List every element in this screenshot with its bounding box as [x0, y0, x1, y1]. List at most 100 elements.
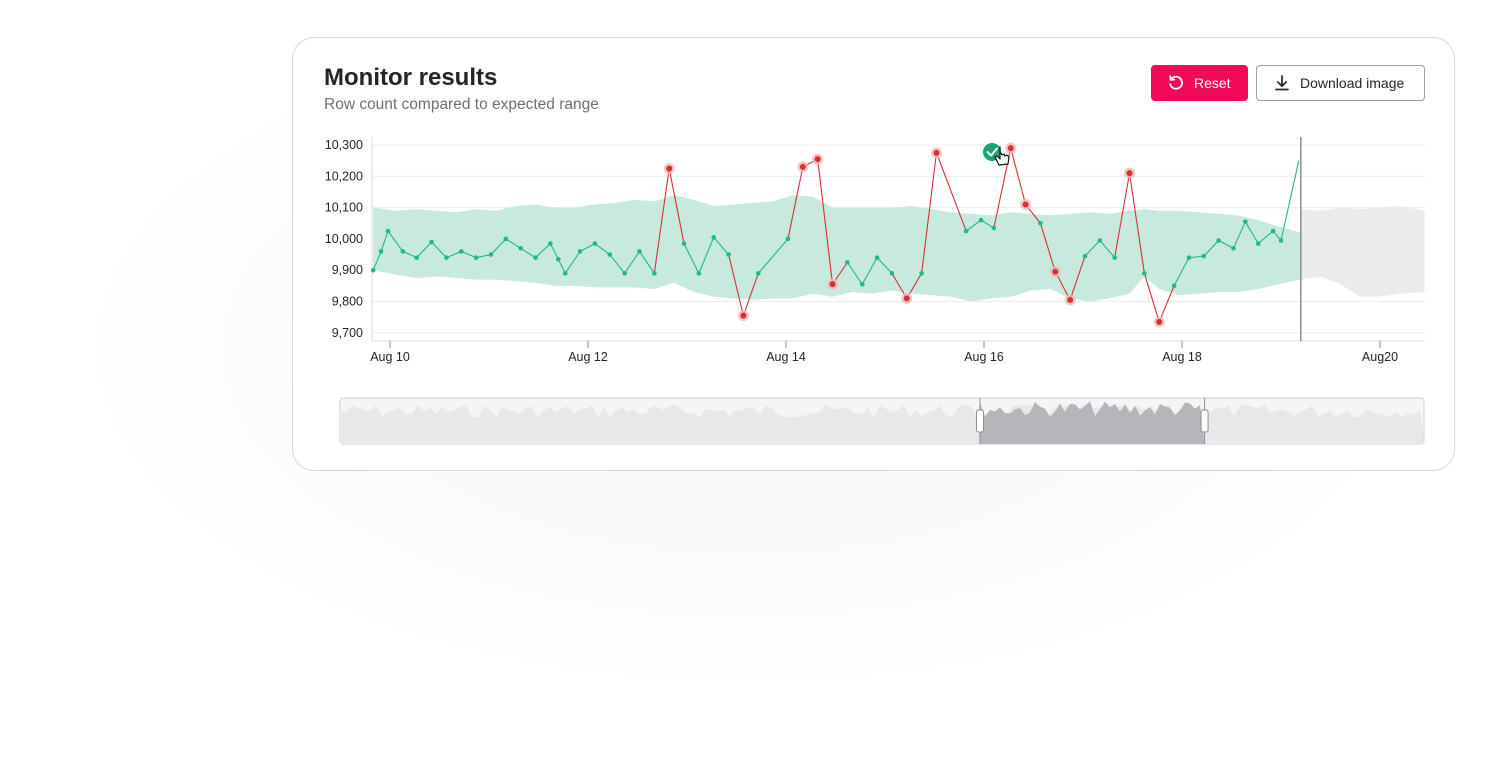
download-label: Download image	[1300, 75, 1405, 91]
download-image-button[interactable]: Download image	[1256, 65, 1425, 101]
series-segment	[683, 243, 700, 274]
data-point[interactable]	[681, 241, 687, 246]
hand-pointer-icon	[994, 146, 1010, 166]
y-tick-label: 10,000	[325, 232, 363, 246]
anomaly-point[interactable]	[799, 163, 806, 170]
data-point[interactable]	[592, 241, 598, 246]
data-point[interactable]	[385, 228, 391, 234]
data-point[interactable]	[370, 267, 376, 273]
anomaly-segment	[1158, 285, 1175, 323]
anomaly-segment	[668, 168, 685, 244]
anomaly-point[interactable]	[814, 156, 821, 163]
series-segment	[446, 250, 462, 259]
anomaly-point[interactable]	[740, 312, 747, 319]
anomaly-point[interactable]	[903, 295, 910, 302]
anomaly-segment	[1039, 223, 1056, 272]
x-tick-label: Aug 10	[370, 350, 410, 364]
page-title: Monitor results	[324, 64, 498, 91]
data-point[interactable]	[991, 225, 997, 231]
data-point[interactable]	[1038, 220, 1043, 226]
data-point[interactable]	[1278, 238, 1284, 243]
navigator-left-handle[interactable]	[975, 409, 984, 433]
data-point[interactable]	[400, 249, 406, 254]
series-segment	[757, 238, 789, 274]
series-segment	[372, 251, 382, 271]
data-point[interactable]	[726, 252, 731, 257]
data-point[interactable]	[1082, 253, 1088, 259]
data-point[interactable]	[556, 256, 561, 262]
data-point[interactable]	[963, 228, 969, 234]
data-point[interactable]	[696, 271, 702, 276]
data-point[interactable]	[874, 255, 880, 260]
data-point[interactable]	[548, 241, 553, 246]
data-point[interactable]	[503, 236, 509, 242]
data-point[interactable]	[1186, 255, 1192, 260]
anomaly-segment	[935, 152, 967, 232]
anomaly-segment	[742, 273, 759, 316]
data-point[interactable]	[1216, 238, 1221, 243]
data-point[interactable]	[444, 255, 449, 260]
x-tick-label: Aug 14	[766, 350, 806, 364]
anomaly-point[interactable]	[829, 281, 836, 288]
series-segment	[579, 243, 596, 252]
series-segment	[549, 243, 559, 260]
data-point[interactable]	[414, 255, 420, 260]
navigator-area	[340, 404, 1424, 444]
data-point[interactable]	[785, 236, 791, 242]
data-point[interactable]	[978, 217, 984, 223]
data-point[interactable]	[622, 271, 627, 276]
data-point[interactable]	[1243, 219, 1248, 224]
anomaly-point[interactable]	[1156, 318, 1163, 325]
series-segment	[1232, 221, 1246, 249]
data-point[interactable]	[378, 249, 384, 254]
anomaly-point[interactable]	[933, 149, 940, 156]
data-point[interactable]	[577, 249, 583, 254]
series-segment	[505, 238, 521, 249]
data-point[interactable]	[458, 249, 464, 254]
anomaly-point[interactable]	[1022, 201, 1029, 208]
y-tick-label: 10,300	[325, 138, 363, 152]
data-point[interactable]	[473, 255, 479, 260]
series-segment	[1173, 257, 1190, 287]
data-point[interactable]	[1112, 255, 1117, 260]
data-point[interactable]	[607, 252, 613, 257]
data-point[interactable]	[562, 271, 568, 276]
data-point[interactable]	[711, 235, 717, 240]
data-point[interactable]	[637, 249, 642, 254]
data-point[interactable]	[488, 252, 494, 257]
data-point[interactable]	[518, 245, 523, 251]
data-point[interactable]	[652, 271, 657, 276]
anomaly-segment	[1069, 255, 1086, 301]
reset-button[interactable]: Reset	[1151, 65, 1248, 101]
anomaly-point[interactable]	[666, 165, 673, 172]
data-point[interactable]	[1171, 283, 1177, 289]
anomaly-point[interactable]	[1067, 296, 1074, 303]
data-point[interactable]	[1270, 228, 1276, 234]
data-point[interactable]	[1142, 271, 1147, 276]
navigator-right-handle[interactable]	[1200, 409, 1209, 433]
data-point[interactable]	[845, 260, 850, 265]
check-mark	[986, 147, 998, 157]
anomaly-point[interactable]	[1126, 170, 1133, 177]
anomaly-segment	[1010, 147, 1027, 205]
anomaly-segment	[728, 254, 744, 316]
anomaly-point[interactable]	[1007, 145, 1014, 152]
y-tick-label: 10,200	[325, 169, 363, 183]
data-point[interactable]	[533, 255, 538, 260]
anomaly-point[interactable]	[1052, 268, 1059, 275]
x-tick-label: Aug 18	[1162, 350, 1202, 364]
data-point[interactable]	[1231, 245, 1236, 251]
series-segment	[594, 243, 611, 255]
data-point[interactable]	[1255, 241, 1261, 246]
data-point[interactable]	[429, 239, 434, 245]
data-point[interactable]	[1201, 253, 1207, 259]
anomaly-segment	[817, 159, 834, 285]
data-point[interactable]	[859, 281, 865, 287]
data-point[interactable]	[889, 271, 895, 276]
data-point[interactable]	[919, 271, 924, 276]
data-point[interactable]	[755, 271, 761, 276]
anomaly-segment	[787, 166, 804, 240]
data-point[interactable]	[1097, 238, 1103, 243]
series-segment	[1084, 240, 1101, 257]
series-segment	[1188, 255, 1204, 259]
